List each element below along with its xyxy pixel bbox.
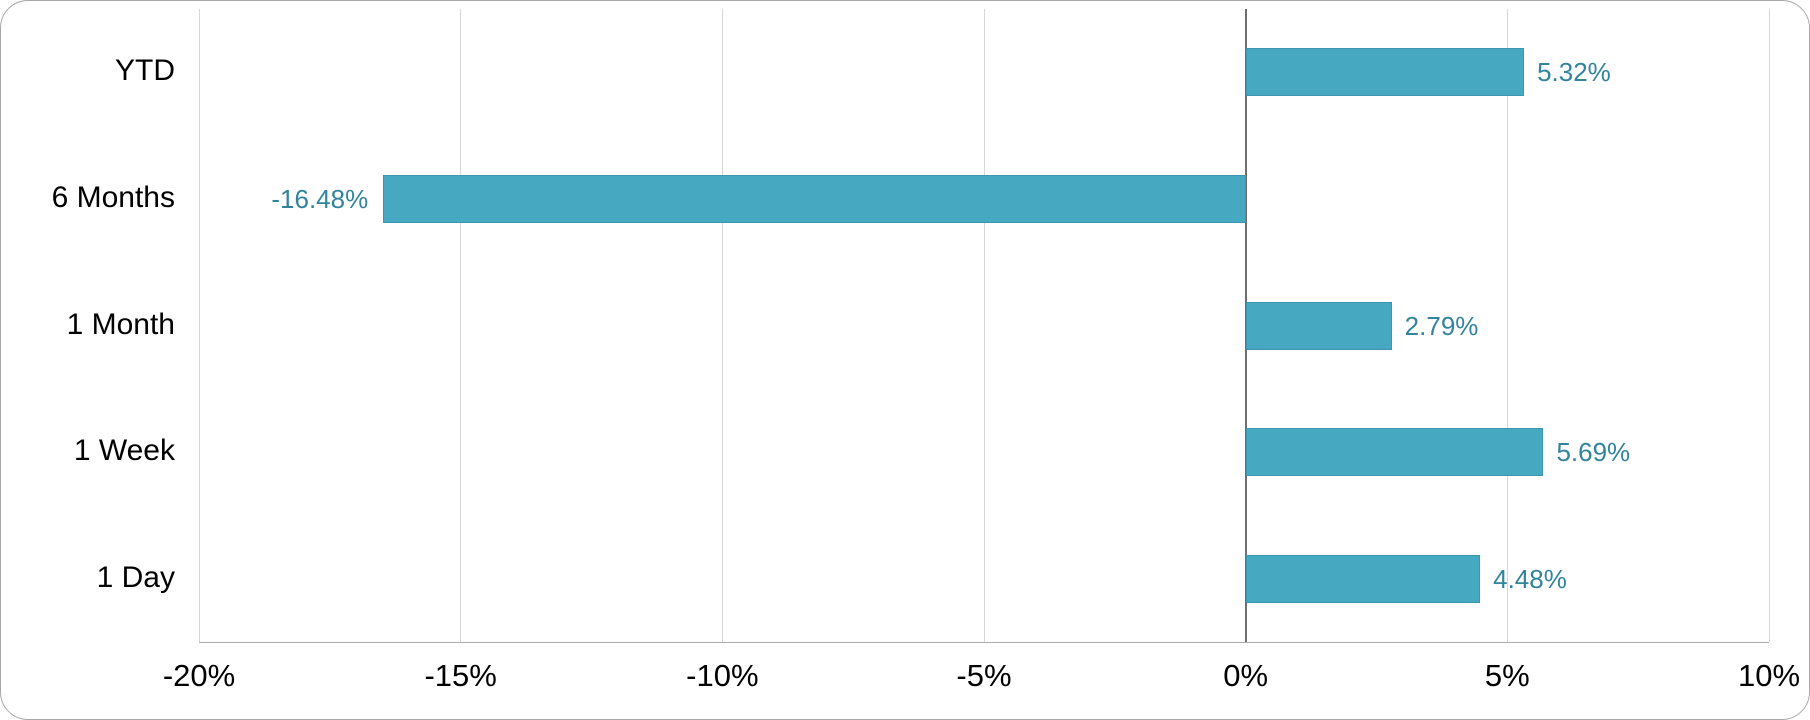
bar-1-day [1245, 554, 1481, 603]
category-label: YTD [115, 54, 175, 88]
x-axis-tick-label: 10% [1737, 658, 1801, 693]
category-label: 1 Day [96, 560, 175, 594]
x-axis-tick-label: -20% [162, 658, 236, 693]
x-axis-line [199, 642, 1769, 643]
x-axis-tick-label: -15% [424, 658, 497, 693]
x-axis-tick-label: 5% [1484, 658, 1530, 693]
x-axis-tick-label: 0% [1223, 658, 1269, 693]
gridline [198, 9, 200, 642]
bar-6-months [383, 174, 1246, 223]
value-label: 2.79% [1404, 310, 1479, 341]
category-label: 6 Months [51, 180, 175, 214]
value-label: -16.48% [271, 183, 369, 214]
bar-1-week [1245, 428, 1544, 477]
gridline [1506, 9, 1508, 642]
gridline [1768, 9, 1770, 642]
value-label: 5.32% [1537, 57, 1611, 88]
value-label: 5.69% [1556, 437, 1631, 468]
value-label: 4.48% [1493, 563, 1567, 594]
gridline [983, 9, 985, 642]
x-axis-tick-label: -10% [686, 658, 759, 693]
gridline [460, 9, 462, 642]
bar-1-month [1245, 301, 1392, 350]
category-label: 1 Month [66, 307, 175, 341]
category-label: 1 Week [73, 434, 175, 468]
x-axis-tick-label: -5% [956, 658, 1012, 693]
bar-ytd [1245, 48, 1525, 97]
gridline [721, 9, 723, 642]
